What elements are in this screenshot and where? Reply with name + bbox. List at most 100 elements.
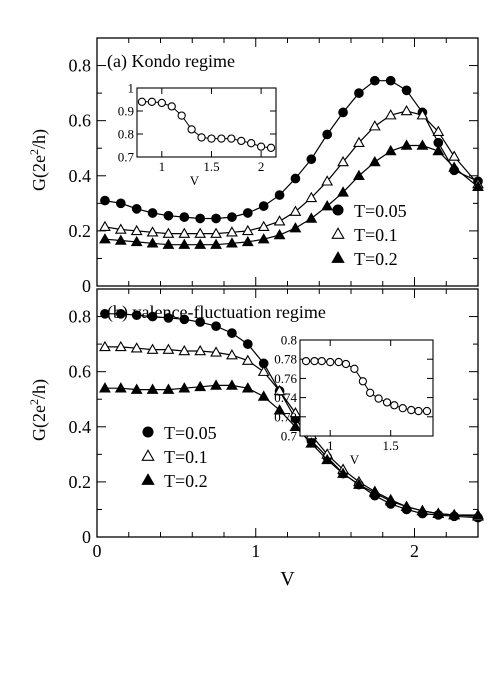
inset-data-point: [187, 125, 196, 134]
data-point: [146, 226, 159, 237]
data-point: [337, 467, 349, 478]
panel-title: (a) Kondo regime: [107, 51, 235, 72]
data-point: [273, 215, 286, 226]
data-point: [146, 343, 159, 354]
inset-y-tick-label: 0.74: [274, 390, 297, 405]
inset-y-tick-label: 0.76: [274, 371, 297, 386]
inset-data-point: [266, 143, 276, 152]
data-point: [289, 205, 302, 216]
data-point: [162, 227, 175, 238]
data-point: [211, 321, 221, 332]
legend-marker: [331, 251, 345, 263]
data-point: [432, 507, 445, 518]
data-point: [274, 190, 285, 200]
inset-b: 1 1.5 0.7 0.72 0.74 0.76 0.78 0.8 V: [274, 333, 434, 467]
y-tick-label: 0: [82, 527, 91, 547]
data-point: [337, 186, 349, 197]
data-point: [178, 227, 191, 238]
data-point: [211, 213, 221, 224]
data-point: [242, 208, 253, 218]
data-point: [400, 104, 413, 116]
data-point: [257, 365, 270, 376]
inset-data-point: [398, 404, 407, 413]
inset-data-point: [358, 377, 368, 386]
data-point: [322, 129, 333, 140]
legend-label: T=0.2: [164, 471, 208, 491]
inset-series-line: [306, 360, 427, 412]
data-point: [179, 212, 190, 222]
data-point: [179, 314, 190, 325]
data-point: [194, 238, 207, 249]
inset-data-point: [334, 357, 343, 367]
data-point: [401, 85, 412, 96]
data-point: [353, 169, 365, 181]
y-tick-label: 0.4: [69, 417, 92, 437]
inset-data-point: [137, 97, 147, 106]
inset-data-point: [407, 405, 416, 415]
y-tick-label: 0.8: [69, 56, 92, 76]
inset-data-point: [422, 406, 432, 416]
data-point: [178, 382, 191, 393]
data-point: [289, 222, 302, 233]
data-point: [306, 154, 317, 165]
legend-marker: [141, 473, 155, 485]
inset-data-point: [256, 142, 266, 151]
data-point: [99, 382, 111, 393]
data-point: [472, 180, 484, 192]
data-point: [353, 478, 365, 489]
inset-x-tick-label: 1.5: [383, 438, 399, 453]
data-point: [448, 161, 461, 172]
data-point: [194, 227, 207, 238]
inset-data-point: [157, 98, 166, 108]
legend-label: T=0.05: [164, 423, 217, 443]
data-point: [305, 437, 318, 448]
inset-data-point: [317, 356, 326, 366]
data-point: [162, 383, 175, 394]
inset-x-axis-label: V: [350, 452, 360, 467]
data-point: [257, 390, 270, 401]
inset-x-tick-label: 1: [159, 159, 166, 174]
legend-label: T=0.05: [354, 201, 407, 221]
data-point: [210, 346, 222, 357]
inset-x-tick-label: 1.5: [203, 159, 219, 174]
data-point: [146, 383, 159, 394]
data-point: [163, 313, 174, 323]
data-point: [147, 208, 158, 218]
y-tick-label: 0.6: [69, 111, 92, 131]
data-point: [368, 155, 381, 167]
data-point: [147, 311, 158, 322]
data-point: [130, 383, 143, 394]
y-tick-label: 0.4: [69, 166, 92, 186]
data-point: [369, 75, 380, 86]
data-point: [241, 382, 254, 393]
legend-label: T=0.1: [164, 447, 208, 467]
data-point: [99, 340, 111, 352]
inset-frame: [136, 87, 277, 158]
data-point: [289, 420, 302, 432]
data-point: [273, 228, 286, 240]
inset-data-point: [374, 394, 383, 403]
inset-data-point: [237, 136, 246, 146]
data-point: [241, 224, 254, 236]
data-point: [130, 235, 143, 247]
inset-y-tick-label: 0.7: [118, 150, 135, 165]
y-tick-label: 0: [82, 276, 91, 296]
inset-data-point: [365, 388, 375, 397]
data-point: [226, 237, 238, 248]
inset-y-tick-label: 1: [128, 81, 135, 96]
inset-y-tick-label: 0.9: [118, 104, 134, 119]
data-point: [354, 88, 364, 98]
x-tick-label: 1: [251, 541, 260, 561]
y-tick-label: 0.8: [69, 307, 92, 327]
data-point: [178, 238, 191, 249]
data-point: [432, 125, 445, 136]
inset-y-tick-label: 0.8: [281, 333, 297, 348]
inset-data-point: [310, 356, 319, 366]
data-point: [163, 210, 174, 221]
y-tick-label: 0.2: [69, 472, 92, 492]
inset-data-point: [350, 364, 359, 373]
inset-data-point: [147, 97, 157, 106]
data-point: [241, 235, 254, 247]
inset-data-point: [414, 406, 423, 416]
data-point: [195, 317, 206, 327]
